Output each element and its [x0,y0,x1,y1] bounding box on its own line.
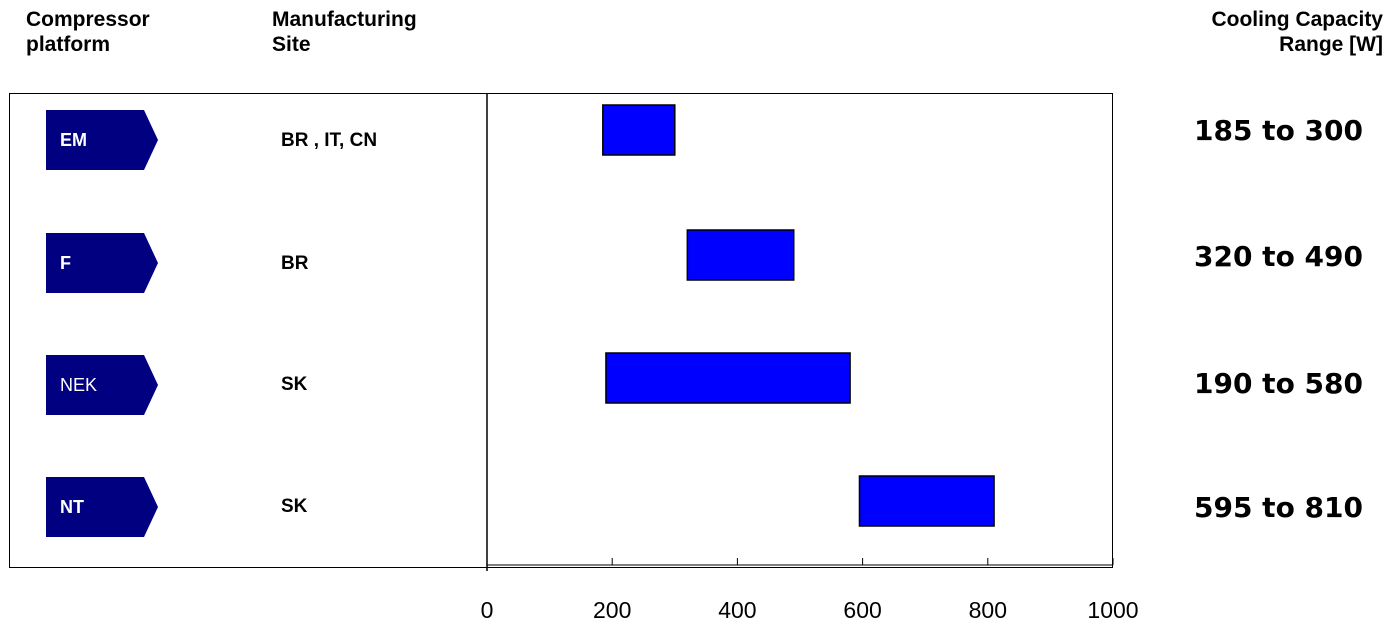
arrow-tag-shape [46,477,158,537]
site-label: BR , IT, CN [281,130,378,151]
range-header-line-2: Range [W] [1279,33,1383,56]
range-label: 190 to 580 [1193,367,1363,400]
platform-tag-label: NT [60,497,84,517]
range-bar-f [686,229,795,281]
site-column-header: Manufacturing Site [272,7,417,57]
range-label: 595 to 810 [1193,491,1363,524]
x-tick-label: 600 [843,597,881,623]
range-bar-em [602,104,676,156]
x-tick-label: 0 [481,597,494,623]
platform-tag-label: EM [60,130,87,150]
x-tick-label: 400 [718,597,756,623]
site-header-line-2: Site [272,33,311,56]
x-tick-label: 1000 [1087,597,1138,623]
x-tick-label: 800 [969,597,1007,623]
range-label: 320 to 490 [1193,240,1363,273]
platform-tag-nek: NEK [46,355,158,415]
arrow-tag-shape [46,355,158,415]
range-bar-nek [605,352,851,404]
platform-tag-f: F [46,233,158,293]
chart-frame [9,93,1113,568]
site-header-line-1: Manufacturing [272,8,417,31]
site-label: SK [281,374,308,395]
range-bar-nt [858,475,995,527]
platform-tag-em: EM [46,110,158,170]
range-label: 185 to 300 [1193,114,1363,147]
range-column-header: Cooling Capacity Range [W] [1211,7,1383,57]
platform-tag-label: NEK [60,375,98,395]
platform-header-line-2: platform [26,33,110,56]
arrow-tag-shape [46,233,158,293]
range-header-line-1: Cooling Capacity [1211,8,1383,31]
x-tick-label: 200 [593,597,631,623]
platform-column-header: Compressor platform [26,7,150,57]
arrow-tag-shape [46,110,158,170]
platform-tag-label: F [60,253,71,273]
platform-header-line-1: Compressor [26,8,150,31]
site-label: BR [281,253,309,274]
site-label: SK [281,496,308,517]
platform-tag-nt: NT [46,477,158,537]
